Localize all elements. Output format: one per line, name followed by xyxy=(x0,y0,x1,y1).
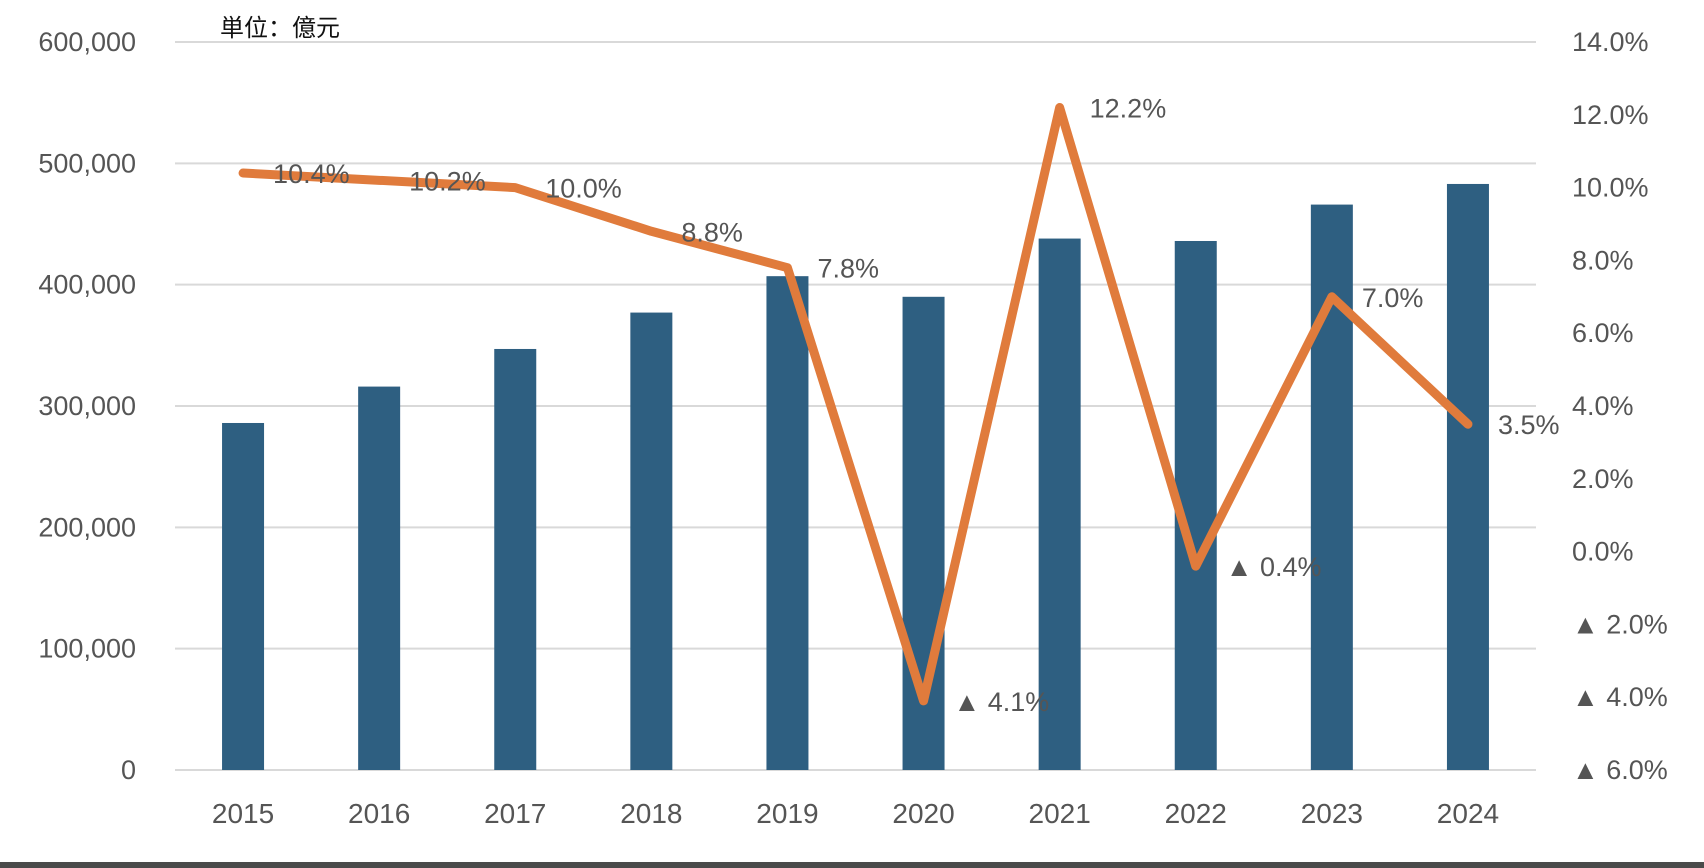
growth-point-label: ▲ 4.1% xyxy=(954,687,1050,717)
y-right-tick-label: 14.0% xyxy=(1572,27,1649,57)
growth-point-label: 10.0% xyxy=(545,174,622,204)
x-tick-label: 2015 xyxy=(212,798,274,829)
growth-line xyxy=(238,103,1473,706)
bars xyxy=(222,183,1489,770)
y-left-tick-label: 0 xyxy=(121,755,136,785)
y-right-tick-label: 8.0% xyxy=(1572,245,1634,275)
growth-point-label: 7.8% xyxy=(817,254,879,284)
growth-point-label: 12.2% xyxy=(1090,94,1167,124)
x-tick-label: 2021 xyxy=(1029,798,1091,829)
y-left-tick-label: 200,000 xyxy=(38,512,136,542)
unit-label: 単位：億元 xyxy=(220,14,340,42)
bar xyxy=(630,312,673,770)
left-axis: 0 100,000 200,000 300,000 400,000 500,000 600,… xyxy=(38,27,136,785)
growth-point-label: ▲ 0.4% xyxy=(1226,552,1322,582)
growth-labels: 10.4% 10.2% 10.0% 8.8% 7.8% ▲ 4.1% 12.2% ▲ 0.4%… xyxy=(273,94,1559,717)
x-tick-label: 2024 xyxy=(1437,798,1499,829)
y-right-tick-label: 10.0% xyxy=(1572,173,1649,203)
y-right-tick-label: ▲ 2.0% xyxy=(1572,609,1668,639)
y-left-tick-label: 400,000 xyxy=(38,270,136,300)
x-tick-label: 2023 xyxy=(1301,798,1363,829)
y-left-tick-label: 100,000 xyxy=(38,634,136,664)
y-right-tick-label: 12.0% xyxy=(1572,100,1649,130)
growth-point-label: 3.5% xyxy=(1498,410,1560,440)
y-right-tick-label: ▲ 4.0% xyxy=(1572,682,1668,712)
x-tick-label: 2022 xyxy=(1165,798,1227,829)
grid-lines xyxy=(175,41,1536,771)
bar xyxy=(1038,238,1081,770)
bar xyxy=(494,348,537,770)
growth-point-label: 8.8% xyxy=(681,217,743,247)
bar xyxy=(222,422,265,770)
x-tick-label: 2018 xyxy=(620,798,682,829)
y-right-tick-label: 2.0% xyxy=(1572,464,1634,494)
y-left-tick-label: 300,000 xyxy=(38,391,136,421)
bar xyxy=(766,276,809,770)
bar xyxy=(358,386,401,770)
y-left-tick-label: 500,000 xyxy=(38,148,136,178)
x-axis: 2015 2016 2017 2018 2019 2020 2021 2022 2023 2024 xyxy=(212,798,1499,829)
growth-point-label: 10.2% xyxy=(409,166,486,196)
x-tick-label: 2019 xyxy=(756,798,818,829)
growth-line-path xyxy=(238,103,1473,706)
y-right-tick-label: ▲ 6.0% xyxy=(1572,755,1668,785)
x-tick-label: 2016 xyxy=(348,798,410,829)
bar xyxy=(1310,204,1353,770)
y-right-tick-label: 4.0% xyxy=(1572,391,1634,421)
y-left-tick-label: 600,000 xyxy=(38,27,136,57)
y-right-tick-label: 6.0% xyxy=(1572,318,1634,348)
right-axis: 14.0% 12.0% 10.0% 8.0% 6.0% 4.0% 2.0% 0.0% ▲ 2.0… xyxy=(1572,27,1668,785)
bottom-border xyxy=(0,862,1704,868)
growth-point-label: 7.0% xyxy=(1362,283,1424,313)
x-tick-label: 2017 xyxy=(484,798,546,829)
y-right-tick-label: 0.0% xyxy=(1572,537,1634,567)
x-tick-label: 2020 xyxy=(892,798,954,829)
growth-point-label: 10.4% xyxy=(273,159,350,189)
bar xyxy=(1446,183,1489,770)
